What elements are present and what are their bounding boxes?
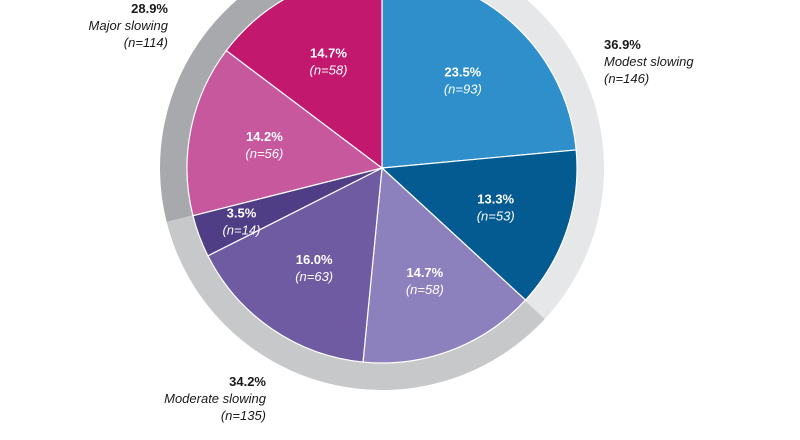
group-name-label: Modest slowing bbox=[604, 54, 694, 69]
pie-slice-6 bbox=[225, 0, 383, 170]
group-count-label: (n=135) bbox=[221, 408, 266, 423]
slice-percent-label: 14.7% bbox=[310, 46, 347, 61]
pie-slice-5 bbox=[186, 49, 384, 217]
slice-percent-label: 14.7% bbox=[406, 265, 443, 280]
slice-count-label: (n=14) bbox=[222, 222, 260, 237]
slice-count-label: (n=63) bbox=[295, 269, 333, 284]
slice-percent-label: 16.0% bbox=[296, 252, 333, 267]
slice-percent-label: 14.2% bbox=[246, 129, 283, 144]
group-count-label: (n=114) bbox=[124, 35, 168, 50]
slice-count-label: (n=58) bbox=[310, 63, 348, 78]
slice-percent-label: 23.5% bbox=[444, 64, 481, 79]
group-name-label: Major slowing bbox=[89, 18, 169, 33]
pie-slice-0 bbox=[381, 0, 577, 169]
group-name-label: Moderate slowing bbox=[164, 391, 267, 406]
slice-count-label: (n=53) bbox=[477, 208, 515, 223]
group-percent-label: 36.9% bbox=[604, 37, 641, 52]
pie-slice-1 bbox=[380, 149, 578, 301]
slice-percent-label: 3.5% bbox=[227, 205, 257, 220]
slice-count-label: (n=93) bbox=[444, 81, 482, 96]
slice-percent-label: 13.3% bbox=[477, 191, 514, 206]
pie-slice-2 bbox=[362, 166, 527, 364]
group-count-label: (n=146) bbox=[604, 71, 649, 86]
group-percent-label: 34.2% bbox=[229, 374, 266, 389]
slice-count-label: (n=56) bbox=[245, 146, 283, 161]
slice-count-label: (n=58) bbox=[406, 282, 444, 297]
pie-slice-3 bbox=[207, 166, 383, 363]
group-percent-label: 28.9% bbox=[131, 1, 168, 16]
